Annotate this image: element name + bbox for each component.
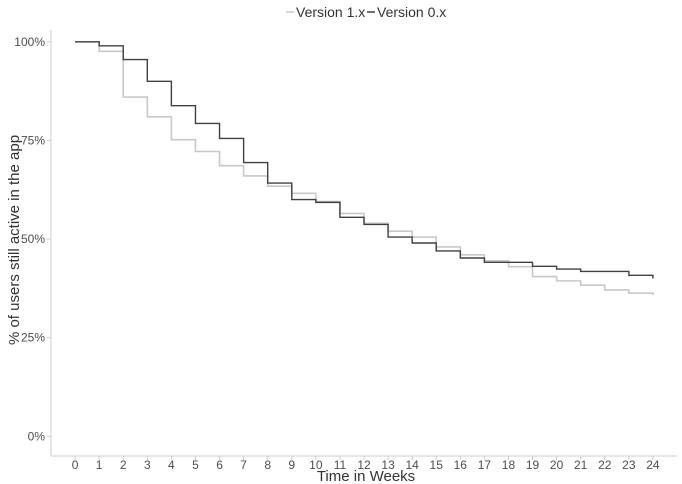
series-line-version-0-x xyxy=(75,41,654,279)
x-tick-label: 1 xyxy=(96,458,103,472)
x-tick-label: 16 xyxy=(454,458,468,472)
x-tick-label: 21 xyxy=(574,458,588,472)
x-tick-label: 22 xyxy=(598,458,612,472)
x-tick-label: 4 xyxy=(168,458,175,472)
x-tick-label: 18 xyxy=(502,458,516,472)
y-tick-label: 25% xyxy=(21,331,45,345)
x-tick-label: 13 xyxy=(381,458,395,472)
axes xyxy=(50,30,677,457)
x-tick-label: 11 xyxy=(334,458,347,472)
y-tick-label: 50% xyxy=(21,232,45,246)
x-tick-label: 6 xyxy=(216,458,223,472)
x-tick-label: 12 xyxy=(357,458,371,472)
x-tick-label: 17 xyxy=(478,458,492,472)
x-tick-label: 7 xyxy=(240,458,247,472)
x-tick-label: 20 xyxy=(550,458,564,472)
x-tick-label: 14 xyxy=(405,458,419,472)
y-tick-label: 100% xyxy=(14,35,45,49)
x-tick-label: 8 xyxy=(264,458,271,472)
x-tick-label: 10 xyxy=(309,458,323,472)
y-tick-label: 75% xyxy=(21,133,45,147)
y-axis-ticks: 0% 25% 50% 75% 100% xyxy=(14,35,51,443)
x-tick-label: 9 xyxy=(288,458,295,472)
x-tick-label: 0 xyxy=(72,458,79,472)
x-tick-label: 15 xyxy=(430,458,444,472)
y-tick-label: 0% xyxy=(28,429,46,443)
x-axis-title: Time in Weeks xyxy=(317,468,415,484)
legend-label: Version 1.x xyxy=(296,4,365,20)
x-tick-label: 5 xyxy=(192,458,199,472)
legend: Version 1.x Version 0.x xyxy=(286,4,446,20)
series-line-version-1-x xyxy=(75,41,654,296)
x-tick-label: 23 xyxy=(622,458,636,472)
y-axis-title: % of users still active in the app xyxy=(6,135,23,345)
x-tick-label: 3 xyxy=(144,458,151,472)
x-axis-ticks: 0 1 2 3 4 5 6 7 8 9 10 11 12 13 14 15 16 17 18 19 20 21 22 23 24 xyxy=(72,456,660,472)
legend-label: Version 0.x xyxy=(377,4,446,20)
x-tick-label: 2 xyxy=(120,458,127,472)
x-tick-label: 24 xyxy=(646,458,660,472)
x-tick-label: 19 xyxy=(526,458,540,472)
series-layer xyxy=(75,41,654,296)
